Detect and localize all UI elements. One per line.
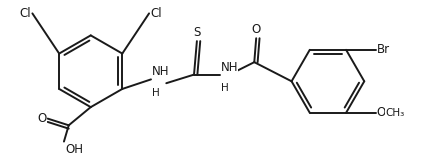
Text: Br: Br	[377, 43, 390, 56]
Text: H: H	[221, 83, 229, 93]
Text: NH: NH	[152, 65, 169, 78]
Text: CH₃: CH₃	[385, 108, 404, 118]
Text: Cl: Cl	[20, 7, 32, 20]
Text: O: O	[377, 106, 386, 119]
Text: OH: OH	[65, 143, 83, 156]
Text: O: O	[38, 112, 47, 125]
Text: H: H	[152, 88, 160, 98]
Text: O: O	[252, 23, 261, 36]
Text: S: S	[193, 26, 200, 39]
Text: NH: NH	[221, 61, 238, 74]
Text: Cl: Cl	[150, 7, 162, 20]
